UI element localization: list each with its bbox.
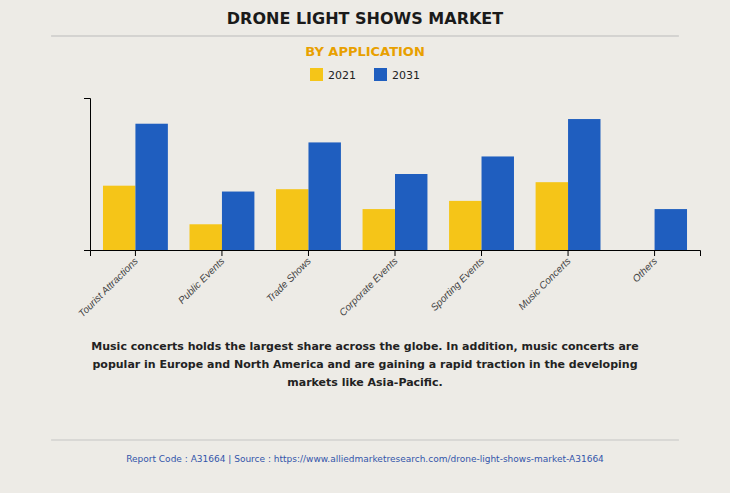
bar xyxy=(395,174,427,250)
x-tick: Sporting Events xyxy=(428,250,486,313)
bar xyxy=(622,250,654,251)
legend-label: 2031 xyxy=(392,69,420,82)
chart: DRONE LIGHT SHOWS MARKET BY APPLICATION To… xyxy=(0,0,730,493)
legend-swatch xyxy=(310,68,323,81)
bar xyxy=(222,192,254,250)
legend: 2021 2031 xyxy=(310,68,420,82)
bar xyxy=(655,209,687,250)
x-tick-mark xyxy=(135,250,136,256)
x-axis: Tourist Attractions Public Events Trade Sh… xyxy=(76,250,700,319)
bar xyxy=(190,224,222,250)
x-tick: Others xyxy=(630,250,659,284)
x-tick: Trade Shows xyxy=(264,250,313,304)
x-tick-label: Others xyxy=(630,255,659,284)
bar xyxy=(308,142,340,250)
separator xyxy=(51,36,679,37)
legend-swatch xyxy=(374,68,387,81)
y-axis xyxy=(84,99,91,251)
x-tick-label: Corporate Events xyxy=(337,255,400,318)
x-tick-label: Public Events xyxy=(176,255,227,306)
x-tick-mark xyxy=(308,250,309,256)
bar xyxy=(568,119,600,250)
body-text-line: Music concerts holds the largest share a… xyxy=(91,340,638,353)
bar xyxy=(276,189,308,250)
bar xyxy=(363,209,395,250)
title: DRONE LIGHT SHOWS MARKET xyxy=(227,9,503,28)
y-axis-line xyxy=(84,99,91,251)
legend-item: 2021 xyxy=(310,68,356,82)
legend-item: 2031 xyxy=(374,68,420,82)
x-tick-mark xyxy=(654,250,655,256)
x-tick: Public Events xyxy=(176,250,227,306)
body-text: Music concerts holds the largest share a… xyxy=(91,340,638,389)
x-tick-mark xyxy=(568,250,569,256)
x-tick-label: Tourist Attractions xyxy=(76,255,140,319)
x-axis-line xyxy=(91,251,701,257)
bar xyxy=(449,201,481,250)
x-tick-mark xyxy=(221,250,222,256)
subtitle: BY APPLICATION xyxy=(305,44,425,59)
bar xyxy=(482,156,514,250)
x-tick-label: Sporting Events xyxy=(428,255,486,313)
legend-label: 2021 xyxy=(328,69,356,82)
x-tick-label: Music Concerts xyxy=(516,255,573,312)
bar xyxy=(103,186,135,250)
bars xyxy=(103,119,687,250)
x-tick: Music Concerts xyxy=(516,250,573,312)
x-tick-mark xyxy=(395,250,396,256)
separator xyxy=(51,440,679,441)
bar xyxy=(135,124,167,250)
x-tick: Tourist Attractions xyxy=(76,250,140,319)
x-tick-label: Trade Shows xyxy=(264,255,313,304)
body-text-line: markets like Asia-Pacific. xyxy=(287,376,442,389)
body-text-line: popular in Europe and North America and … xyxy=(92,358,637,371)
footer: Report Code : A31664 | Source : https://… xyxy=(126,454,604,464)
bar xyxy=(536,182,568,250)
x-tick: Corporate Events xyxy=(337,250,400,318)
x-tick-mark xyxy=(481,250,482,256)
